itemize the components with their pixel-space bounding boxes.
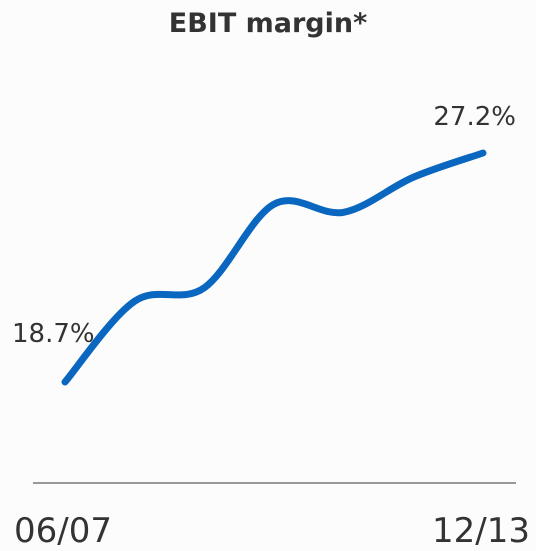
chart-title: EBIT margin* — [169, 8, 367, 39]
data-label: 27.2% — [433, 102, 516, 132]
line — [61, 149, 487, 386]
data-label: 18.7% — [12, 319, 95, 349]
x-tick-label: 06/07 — [14, 511, 112, 551]
x-tick-label: 12/13 — [432, 511, 530, 551]
